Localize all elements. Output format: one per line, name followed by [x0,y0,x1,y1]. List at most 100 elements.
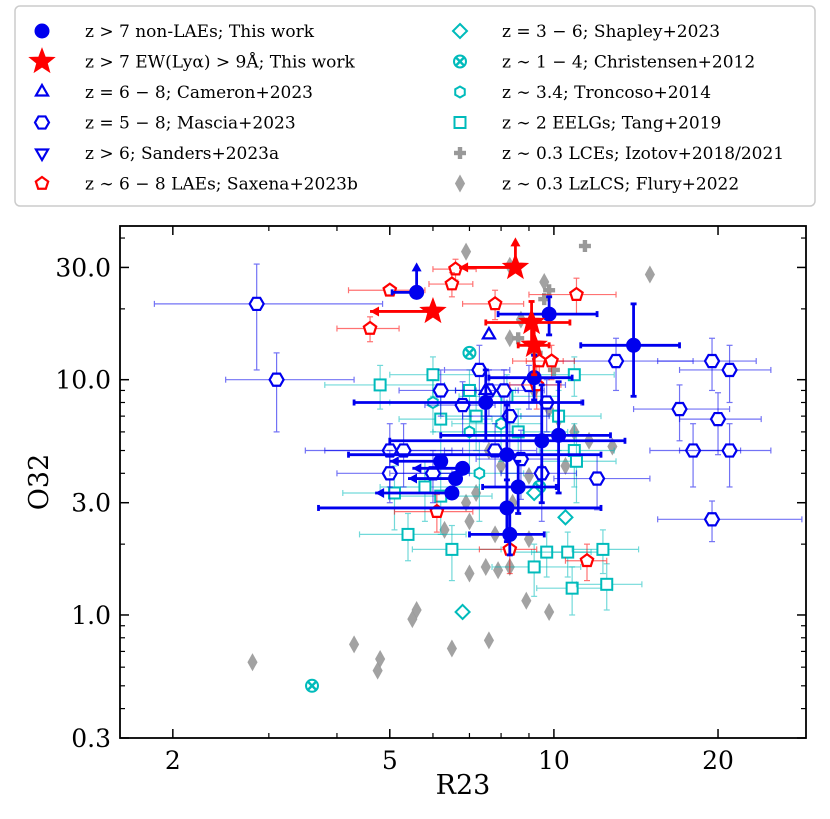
data-point [439,520,450,539]
error-bar [389,456,441,467]
legend-marker [454,174,466,193]
plot-area [153,237,803,693]
data-point [454,603,472,621]
data-point [721,362,738,378]
y-tick-label: 3.0 [71,489,111,518]
data-point [248,296,265,312]
legend-label: z > 7 non-LAEs; This work [85,22,315,42]
data-point [517,308,546,335]
legend-label: z ∼ 6 − 8 LAEs; Saxena+2023b [85,175,358,195]
data-point [418,480,432,494]
legend-item-z-7-ew-ly-9-this-work: z > 7 EW(Lyα) > 9Å; This work [28,47,355,74]
data-point [511,425,525,439]
legend-label: z > 7 EW(Lyα) > 9Å; This work [85,52,355,73]
data-point [445,542,459,556]
legend-item-z-1-4-christensen-2012: z ∼ 1 − 4; Christensen+2012 [453,53,755,73]
left-arrow [412,463,422,474]
left-arrow [389,456,399,467]
data-point [600,577,614,591]
data-point [487,296,503,311]
data-point [510,479,526,495]
legend-label: z ∼ 0.3 LCEs; Izotov+2018/2021 [502,144,784,164]
x-tick-label: 5 [382,746,398,775]
legend-item-z-6-8-laes-saxena-2023b: z ∼ 6 − 8 LAEs; Saxena+2023b [34,175,358,195]
error-bar [225,352,355,433]
data-point [544,353,560,368]
data-point [247,653,258,672]
plot-frame [119,225,807,739]
legend-marker [454,147,466,159]
legend-marker [34,23,50,39]
error-bar [408,473,456,484]
data-point [455,460,471,476]
data-point [560,456,571,475]
data-point [471,362,488,378]
data-point [426,368,440,382]
data-point [305,678,320,693]
error-bar [153,263,384,371]
data-point [565,581,579,595]
data-point [480,557,491,576]
data-point [478,394,494,410]
data-point [493,561,504,580]
y-tick-label: 1.0 [71,601,111,630]
series-z-6-8-laes-saxena-2023b [336,258,617,582]
data-point [444,276,460,291]
data-point [504,329,515,348]
data-point [268,372,285,387]
x-tick-label: 20 [702,746,734,775]
data-point [349,635,360,654]
error-bar [412,463,463,474]
data-point [703,353,721,369]
legend-item-z-5-8-mascia-2023: z = 5 − 8; Mascia+2023 [33,114,296,134]
data-point [527,560,541,574]
data-point [462,345,477,360]
legend-marker [33,115,51,130]
data-layer [153,237,803,693]
legend-item-z-6-8-cameron-2023: z = 6 − 8; Cameron+2023 [34,82,313,103]
data-point [483,631,495,650]
data-point [502,526,518,542]
error-bar [657,500,803,543]
legend-item-z-2-eelgs-tang-2019: z ∼ 2 EELGs; Tang+2019 [453,114,721,134]
legend-item-z-3-4-troncoso-2014: z ∼ 3.4; Troncoso+2014 [454,83,711,103]
data-point [578,240,591,252]
y-tick-label: 10.0 [55,366,111,395]
legend-label: z ∼ 2 EELGs; Tang+2019 [502,114,721,134]
legend-marker [34,175,50,190]
legend-marker [34,148,50,163]
legend-marker [454,85,466,99]
upper-arrow-head [411,262,422,272]
data-point [520,330,548,357]
data-point [568,286,584,301]
data-point [557,508,574,526]
data-point [419,297,447,324]
data-point [409,284,425,300]
data-point [512,332,525,345]
legend: z > 7 non-LAEs; This work z > 7 EW(Lyα) >… [28,22,784,195]
data-point [499,500,515,516]
data-point [626,337,642,353]
data-point [473,466,486,480]
legend-label: z = 6 − 8; Cameron+2023 [85,83,313,103]
data-point [588,471,606,486]
x-axis-label: R23 [436,770,491,801]
series-z-3-6-shapley-2023 [454,484,574,621]
data-point [464,564,475,583]
legend-label: z ∼ 1 − 4; Christensen+2012 [502,53,755,73]
data-point [543,284,556,297]
data-point [551,427,567,443]
data-point [501,253,530,280]
legend-marker [451,22,469,40]
legend-label: z > 6; Sanders+2023a [85,144,279,164]
data-point [569,454,583,468]
y-tick-label: 0.3 [71,724,111,753]
error-bar [370,306,433,317]
data-point [372,661,383,680]
data-point [362,320,378,335]
data-point [499,447,515,463]
data-point [671,401,688,417]
data-point [433,453,449,469]
y-axis-label: O32 [24,454,55,511]
data-point [446,639,457,658]
